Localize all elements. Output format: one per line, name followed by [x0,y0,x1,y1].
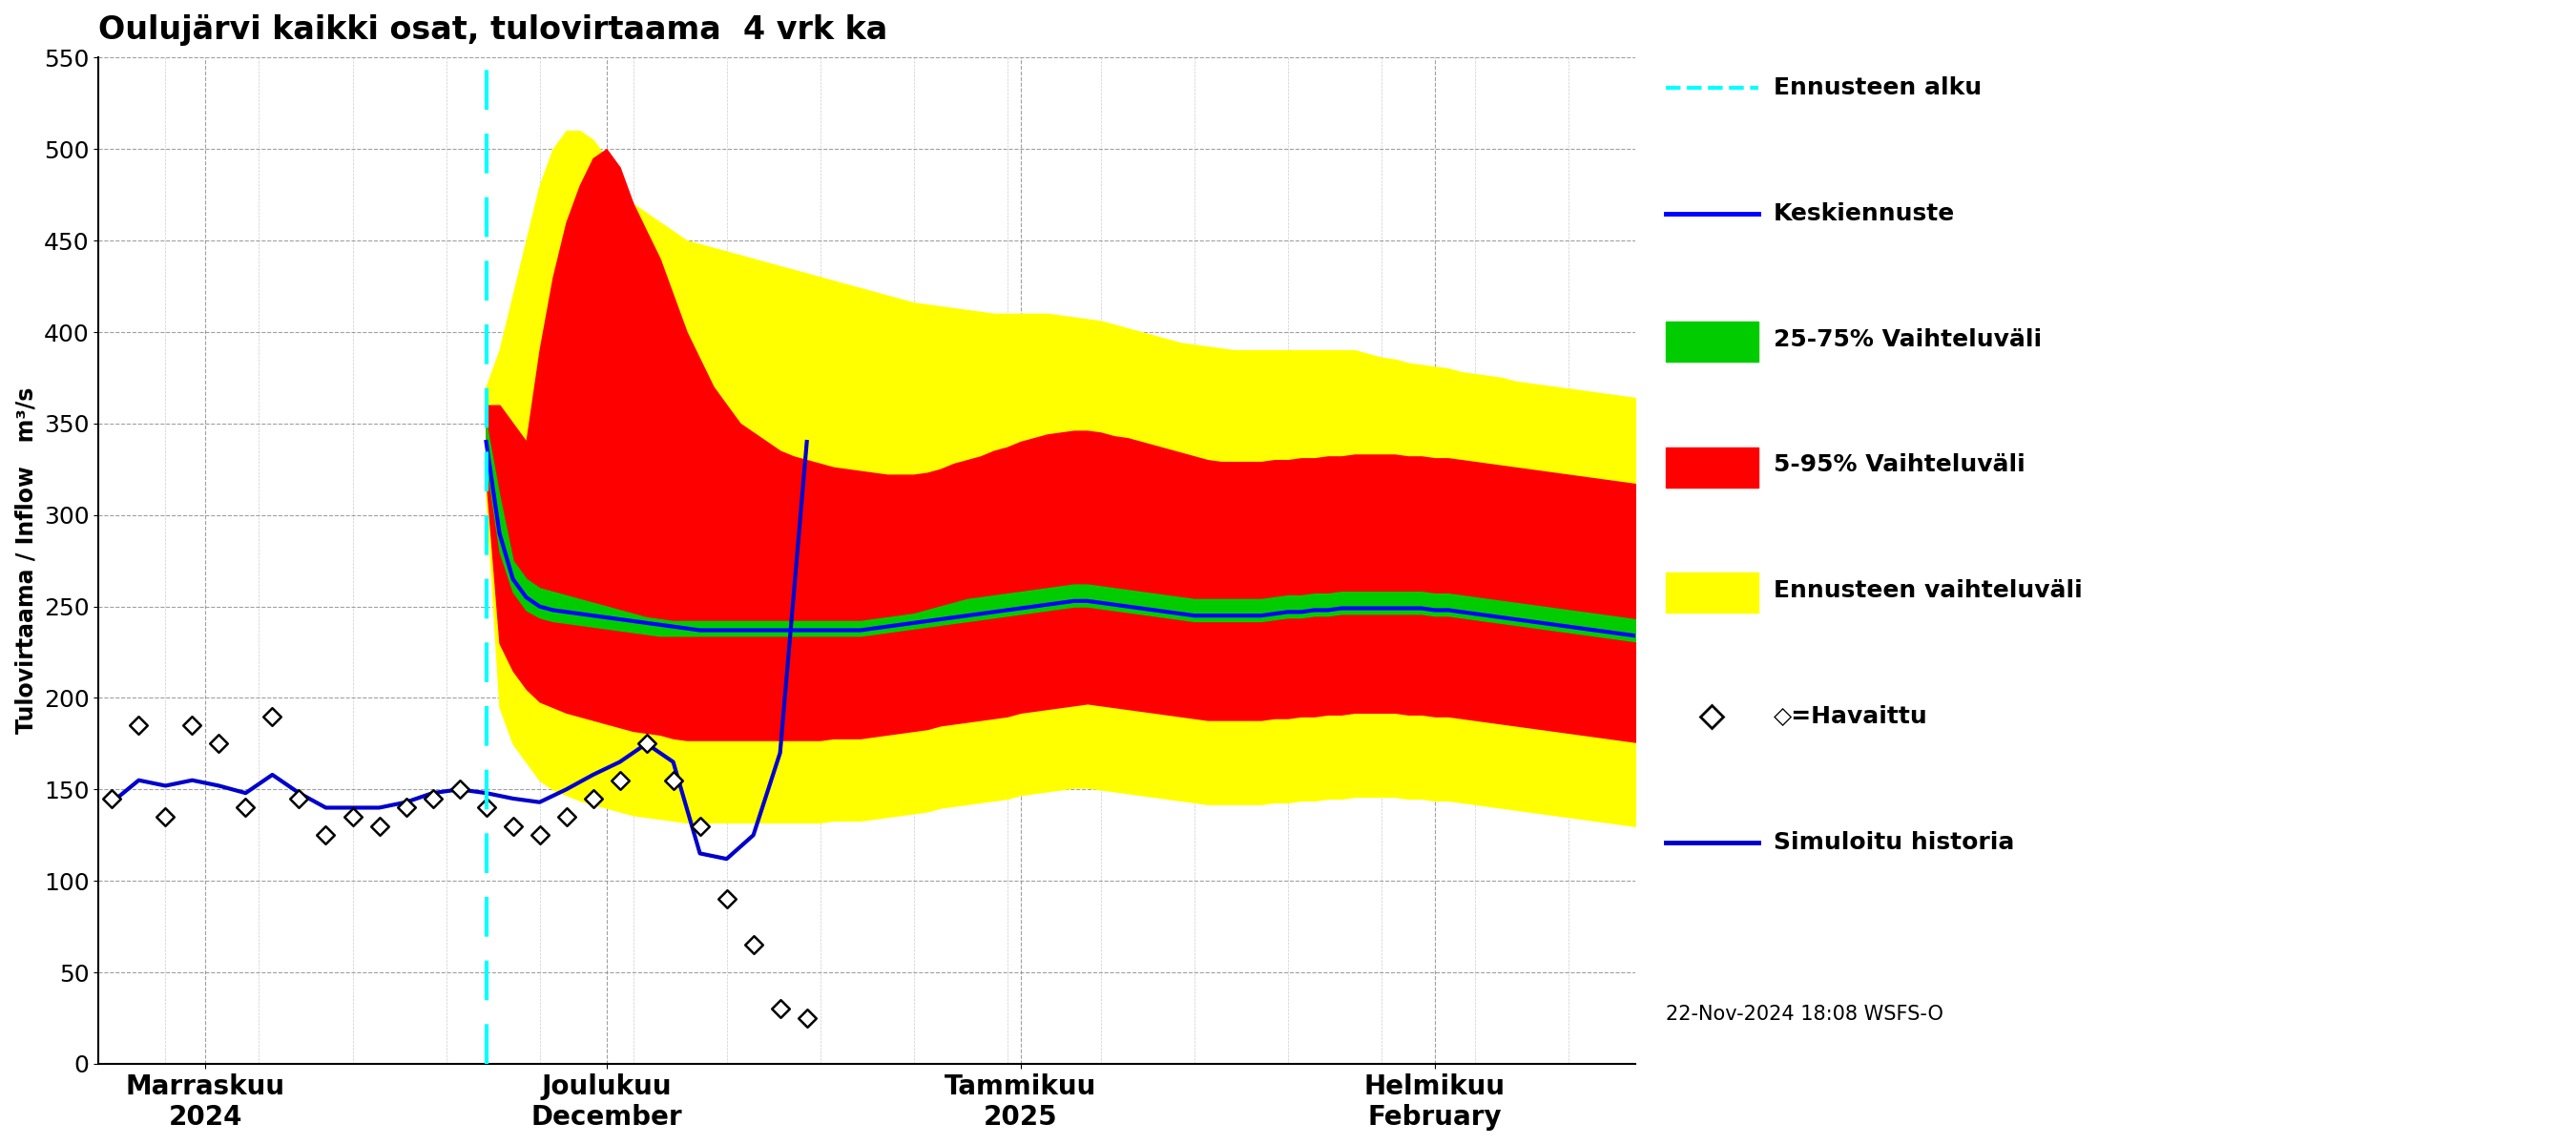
Point [706,890,747,908]
Point [224,798,265,816]
Point [304,826,345,844]
Text: Ennusteen alku: Ennusteen alku [1772,77,1981,100]
Point [438,780,479,798]
Point [198,734,240,752]
Text: 25-75% Vaihteluväli: 25-75% Vaihteluväli [1772,327,2043,350]
Point [518,826,559,844]
Text: 5-95% Vaihteluväli: 5-95% Vaihteluväli [1772,453,2025,476]
Point [786,1009,827,1027]
Point [252,708,294,726]
Bar [1667,322,1759,362]
Point [358,816,399,835]
Point [732,935,773,954]
Bar [1667,447,1759,488]
Point [492,816,533,835]
Bar [1667,572,1759,613]
Text: 22-Nov-2024 18:08 WSFS-O: 22-Nov-2024 18:08 WSFS-O [1667,1004,1942,1024]
Point [600,771,641,789]
Text: ◇=Havaittu: ◇=Havaittu [1772,705,1927,728]
Point [278,789,319,807]
Point [572,789,613,807]
Point [760,1000,801,1018]
Text: Ennusteen vaihteluväli: Ennusteen vaihteluväli [1772,579,2081,602]
Point [118,717,160,735]
Y-axis label: Tulovirtaama / Inflow   m³/s: Tulovirtaama / Inflow m³/s [15,387,36,734]
Point [652,771,693,789]
Point [546,807,587,826]
Point [90,789,131,807]
Text: Simuloitu historia: Simuloitu historia [1772,831,2014,854]
Point [466,798,507,816]
Point [144,807,185,826]
Point [412,789,453,807]
Point [173,717,214,735]
Point [332,807,374,826]
Text: Oulujärvi kaikki osat, tulovirtaama  4 vrk ka: Oulujärvi kaikki osat, tulovirtaama 4 vr… [98,14,889,46]
Point [626,734,667,752]
Point [680,816,721,835]
Point [386,798,428,816]
Text: Keskiennuste: Keskiennuste [1772,203,1955,226]
